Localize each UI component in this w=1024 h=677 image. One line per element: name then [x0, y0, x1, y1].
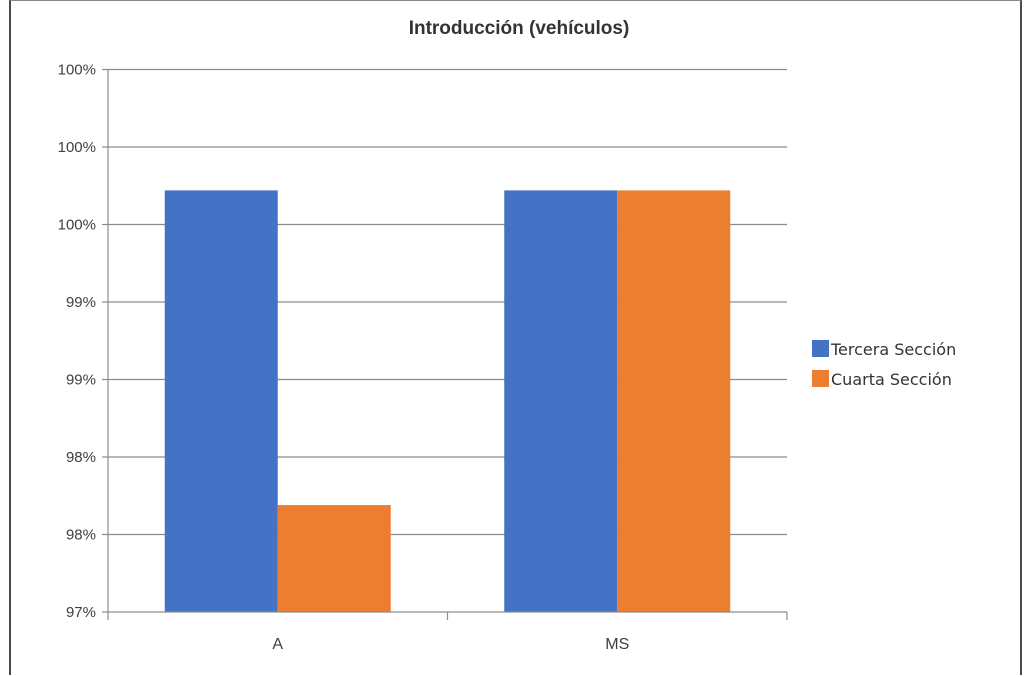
chart-title: Introducción (vehículos) [409, 18, 630, 39]
y-tick-label: 98% [66, 449, 96, 466]
y-tick-label: 100% [58, 62, 96, 79]
bar-ms-tercera [504, 190, 618, 612]
y-tick-label: 98% [66, 527, 96, 544]
legend: Tercera Sección Cuarta Sección [812, 340, 956, 389]
legend-swatch [812, 370, 829, 387]
y-tick-label: 100% [58, 139, 96, 156]
legend-label: Tercera Sección [830, 340, 956, 359]
x-category-label: MS [605, 636, 629, 653]
y-tick-label: 99% [66, 372, 96, 389]
y-tick-labels: 97% 98% 98% 99% 99% 100% 100% 100% [58, 62, 96, 622]
x-category-label: A [272, 636, 283, 653]
bars [164, 190, 731, 612]
y-tick-label: 100% [58, 217, 96, 234]
y-tick-label: 99% [66, 294, 96, 311]
y-tick-label: 97% [66, 604, 96, 621]
x-category-labels: A MS [272, 636, 629, 653]
bar-a-tercera [164, 190, 278, 612]
axes [102, 68, 788, 620]
bar-a-cuarta [277, 505, 391, 612]
legend-swatch [812, 340, 829, 357]
bar-ms-cuarta [617, 190, 731, 612]
legend-label: Cuarta Sección [831, 370, 952, 389]
